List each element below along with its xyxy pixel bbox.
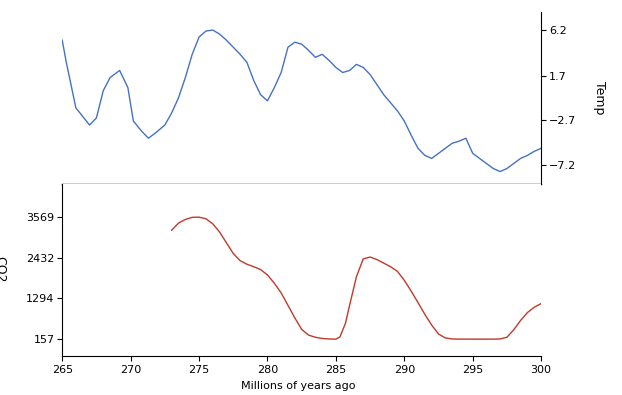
Text: Millions of years ago: Millions of years ago: [241, 381, 356, 391]
Y-axis label: Temp: Temp: [593, 81, 606, 115]
Y-axis label: CO2: CO2: [0, 256, 7, 283]
